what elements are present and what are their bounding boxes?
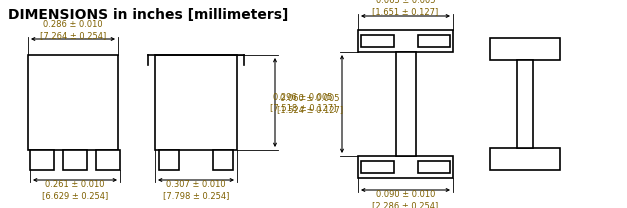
Bar [155,55,237,150]
Bar [28,55,118,150]
Bar [490,38,560,60]
Text: 0.307 ± 0.010
[7.798 ± 0.254]: 0.307 ± 0.010 [7.798 ± 0.254] [163,180,229,200]
Bar [418,35,450,47]
Bar [96,150,120,170]
Bar [490,148,560,170]
Bar [418,161,450,173]
Text: 0.261 ± 0.010
[6.629 ± 0.254]: 0.261 ± 0.010 [6.629 ± 0.254] [42,180,108,200]
Bar [361,35,394,47]
Bar [63,150,87,170]
Bar [213,150,233,170]
Bar [396,52,416,156]
Bar [159,150,179,170]
Bar [358,156,453,178]
Text: DIMENSIONS in inches [millimeters]: DIMENSIONS in inches [millimeters] [8,8,288,22]
Text: 0.296 ± 0.005
[7.518 ± 0.127]: 0.296 ± 0.005 [7.518 ± 0.127] [270,93,336,112]
Text: 0.286 ± 0.010
[7.264 ± 0.254]: 0.286 ± 0.010 [7.264 ± 0.254] [40,20,106,40]
Text: 0.065 ± 0.005
[1.651 ± 0.127]: 0.065 ± 0.005 [1.651 ± 0.127] [372,0,439,16]
Text: 0.090 ± 0.010
[2.286 ± 0.254]: 0.090 ± 0.010 [2.286 ± 0.254] [372,190,439,208]
Bar [358,30,453,52]
Text: 0.060 ± 0.005
[1.524 ± 0.127]: 0.060 ± 0.005 [1.524 ± 0.127] [277,94,343,114]
Bar [30,150,54,170]
Bar [517,60,533,148]
Bar [361,161,394,173]
